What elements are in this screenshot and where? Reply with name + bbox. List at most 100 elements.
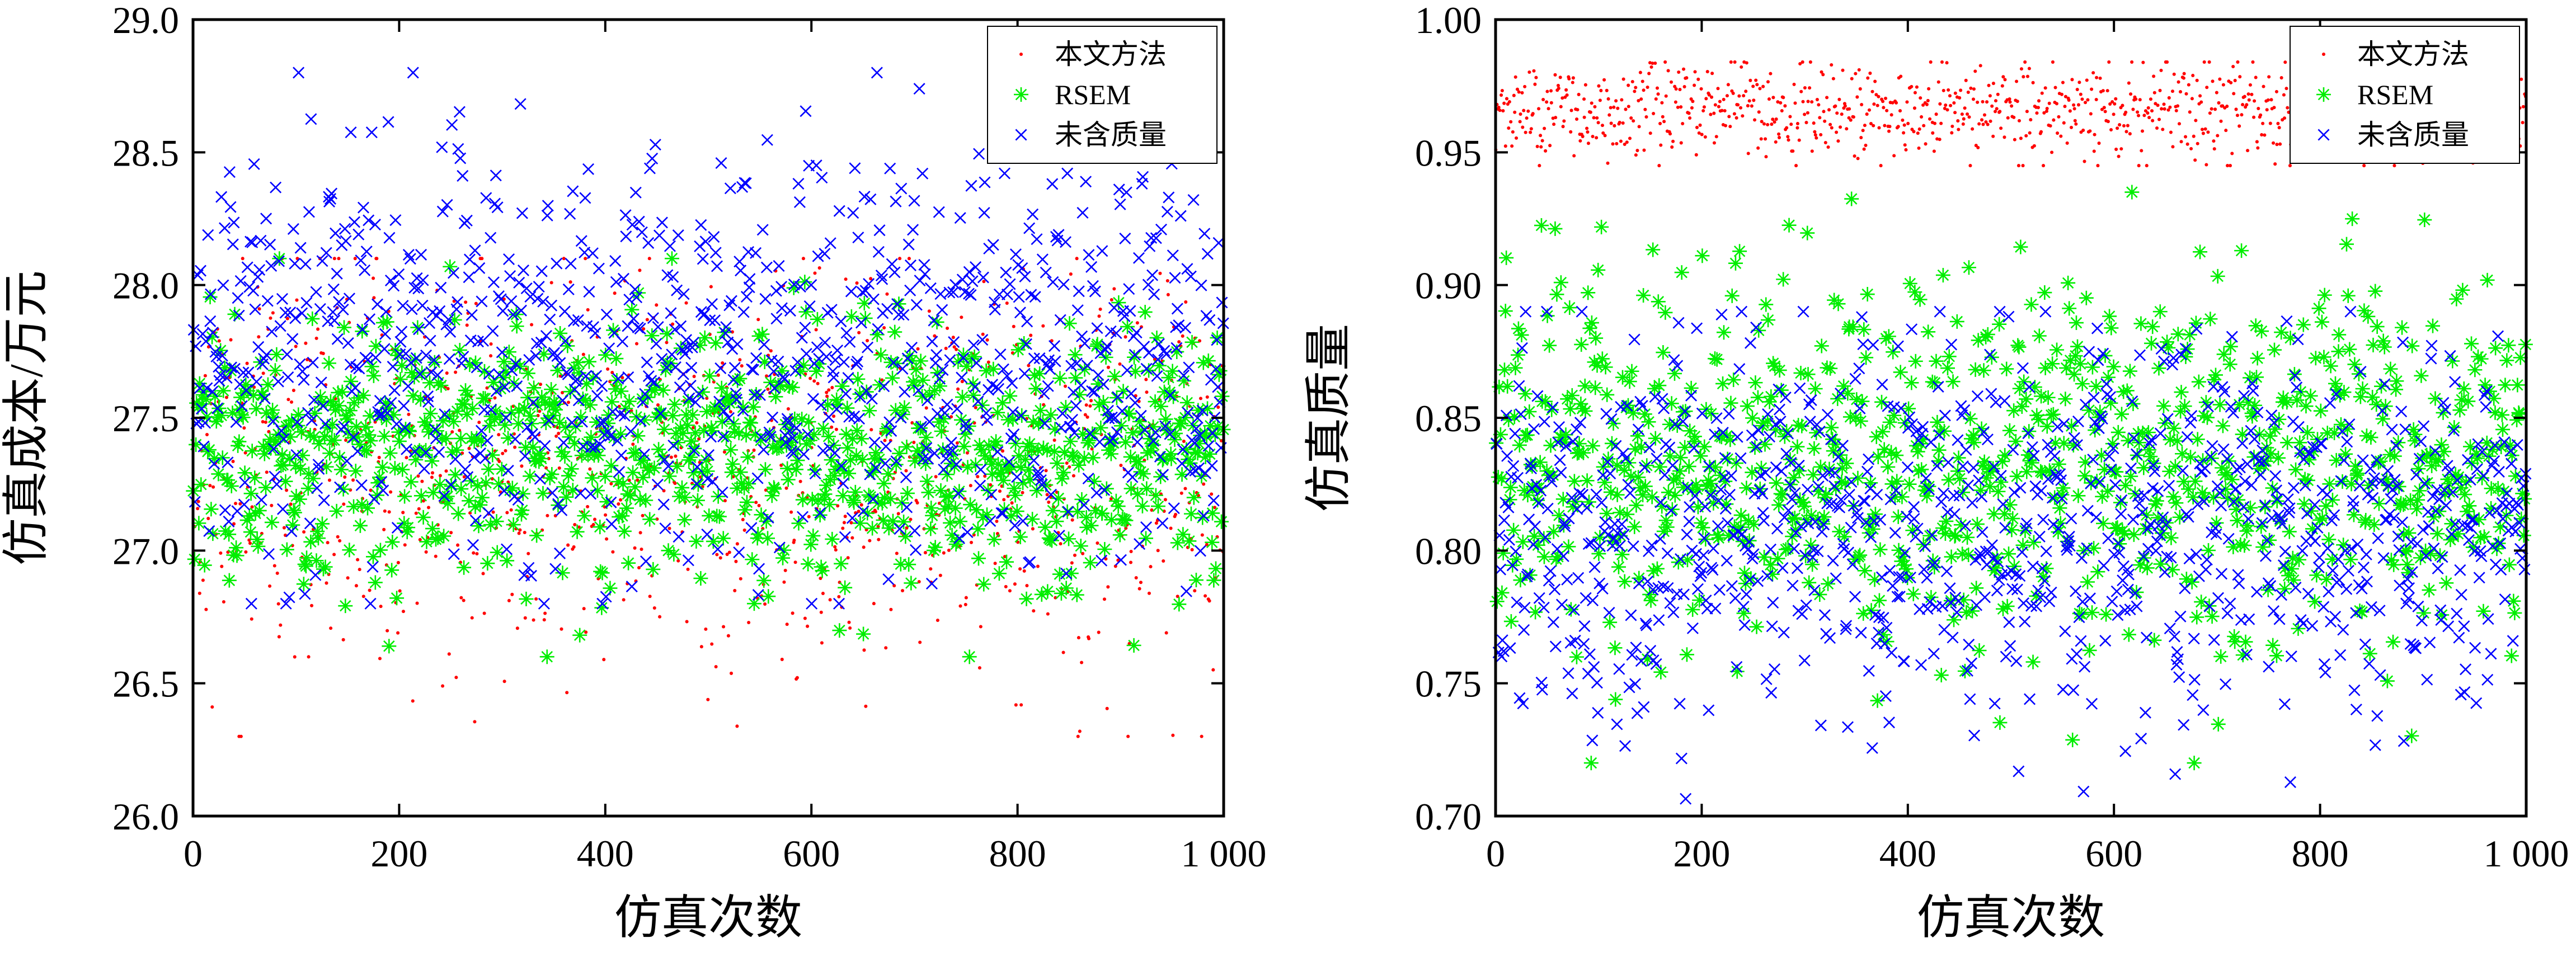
data-point-no-quality — [985, 488, 998, 501]
data-point-method — [2052, 118, 2056, 122]
data-point-no-quality — [940, 452, 952, 465]
data-point-rsem — [876, 476, 891, 491]
data-point-no-quality — [849, 162, 861, 175]
data-point-method — [286, 398, 290, 402]
data-point-method — [276, 602, 280, 606]
data-point-method — [676, 559, 680, 563]
data-point-rsem — [2319, 498, 2334, 513]
data-point-no-quality — [436, 141, 448, 153]
data-point-method — [848, 626, 852, 630]
data-point-rsem — [2440, 472, 2455, 487]
data-point-rsem — [224, 479, 239, 494]
data-point-rsem — [322, 446, 337, 461]
data-point-rsem — [2262, 532, 2277, 548]
data-point-rsem — [615, 477, 631, 492]
data-point-no-quality — [274, 320, 286, 332]
data-point-no-quality — [1081, 360, 1093, 372]
data-point-rsem — [419, 443, 434, 458]
data-point-rsem — [899, 440, 914, 455]
data-point-rsem — [594, 600, 609, 615]
data-point-method — [2074, 122, 2078, 126]
data-point-rsem — [1111, 499, 1126, 514]
data-point-method — [1585, 126, 1589, 130]
data-point-rsem — [2141, 425, 2156, 440]
data-point-method — [872, 602, 876, 606]
data-point-rsem — [1780, 541, 1795, 556]
data-point-rsem — [1013, 530, 1028, 545]
data-point-method — [401, 511, 405, 515]
data-point-rsem — [885, 513, 900, 529]
data-point-no-quality — [272, 375, 284, 388]
data-point-no-quality — [690, 478, 703, 490]
data-point-method — [2251, 60, 2255, 64]
data-point-rsem — [2079, 290, 2094, 305]
data-point-method — [609, 482, 613, 485]
data-point-rsem — [1845, 319, 1860, 334]
data-point-rsem — [2231, 492, 2246, 507]
data-point-method — [1916, 131, 1920, 135]
data-point-rsem — [2389, 374, 2404, 389]
data-point-no-quality — [452, 143, 464, 155]
data-point-no-quality — [636, 226, 648, 238]
data-point-method — [1771, 117, 1775, 121]
data-point-rsem — [939, 467, 955, 482]
data-point-rsem — [807, 463, 822, 478]
data-point-rsem — [689, 534, 704, 549]
data-point-rsem — [299, 550, 314, 565]
data-point-no-quality — [944, 354, 956, 366]
data-point-rsem — [1112, 527, 1127, 543]
data-point-rsem — [2248, 318, 2263, 333]
data-point-rsem — [2198, 490, 2213, 505]
data-point-rsem — [2383, 361, 2398, 376]
data-point-method — [2089, 112, 2093, 116]
data-point-rsem — [2161, 340, 2176, 355]
data-point-method — [454, 370, 458, 374]
data-point-rsem — [642, 512, 657, 527]
data-point-no-quality — [829, 447, 841, 459]
data-point-no-quality — [551, 350, 563, 362]
data-point-no-quality — [610, 276, 622, 288]
data-point-method — [1920, 115, 1924, 119]
data-point-method — [622, 598, 626, 602]
data-point-rsem — [2315, 511, 2330, 526]
data-point-rsem — [1623, 469, 1638, 484]
data-point-method — [1205, 395, 1209, 399]
data-point-rsem — [189, 395, 204, 411]
data-point-no-quality — [589, 327, 601, 340]
data-point-rsem — [1649, 561, 1665, 576]
data-point-rsem — [2422, 582, 2437, 597]
data-point-rsem — [519, 591, 534, 606]
data-point-method — [1507, 126, 1511, 130]
data-point-no-quality — [1078, 499, 1090, 511]
data-point-rsem — [1622, 374, 1637, 389]
data-point-method — [1087, 637, 1091, 640]
data-point-rsem — [1646, 242, 1661, 257]
data-point-method — [1535, 144, 1539, 148]
data-point-no-quality — [885, 425, 897, 437]
data-point-no-quality — [1008, 428, 1020, 440]
data-point-rsem — [2206, 490, 2221, 505]
data-point-method — [821, 591, 825, 595]
data-point-method — [1828, 122, 1832, 126]
data-point-no-quality — [388, 280, 400, 292]
data-point-method — [431, 471, 435, 475]
data-point-rsem — [1934, 668, 1949, 683]
data-point-method — [257, 335, 261, 339]
data-point-rsem — [1536, 549, 1552, 564]
data-point-rsem — [2333, 417, 2348, 432]
data-point-rsem — [1821, 576, 1836, 591]
data-point-method — [379, 605, 383, 609]
data-point-rsem — [613, 427, 628, 442]
data-point-no-quality — [216, 350, 228, 362]
data-point-rsem — [591, 448, 606, 463]
data-point-rsem — [2340, 288, 2356, 303]
data-point-no-quality — [1193, 430, 1206, 442]
data-point-rsem — [1881, 329, 1896, 344]
data-point-rsem — [839, 427, 854, 442]
data-point-method — [1803, 112, 1807, 116]
data-point-rsem — [1959, 605, 1974, 620]
data-point-no-quality — [260, 213, 272, 225]
data-point-method — [1849, 118, 1853, 122]
data-point-no-quality — [589, 441, 601, 454]
data-point-method — [2063, 105, 2067, 109]
